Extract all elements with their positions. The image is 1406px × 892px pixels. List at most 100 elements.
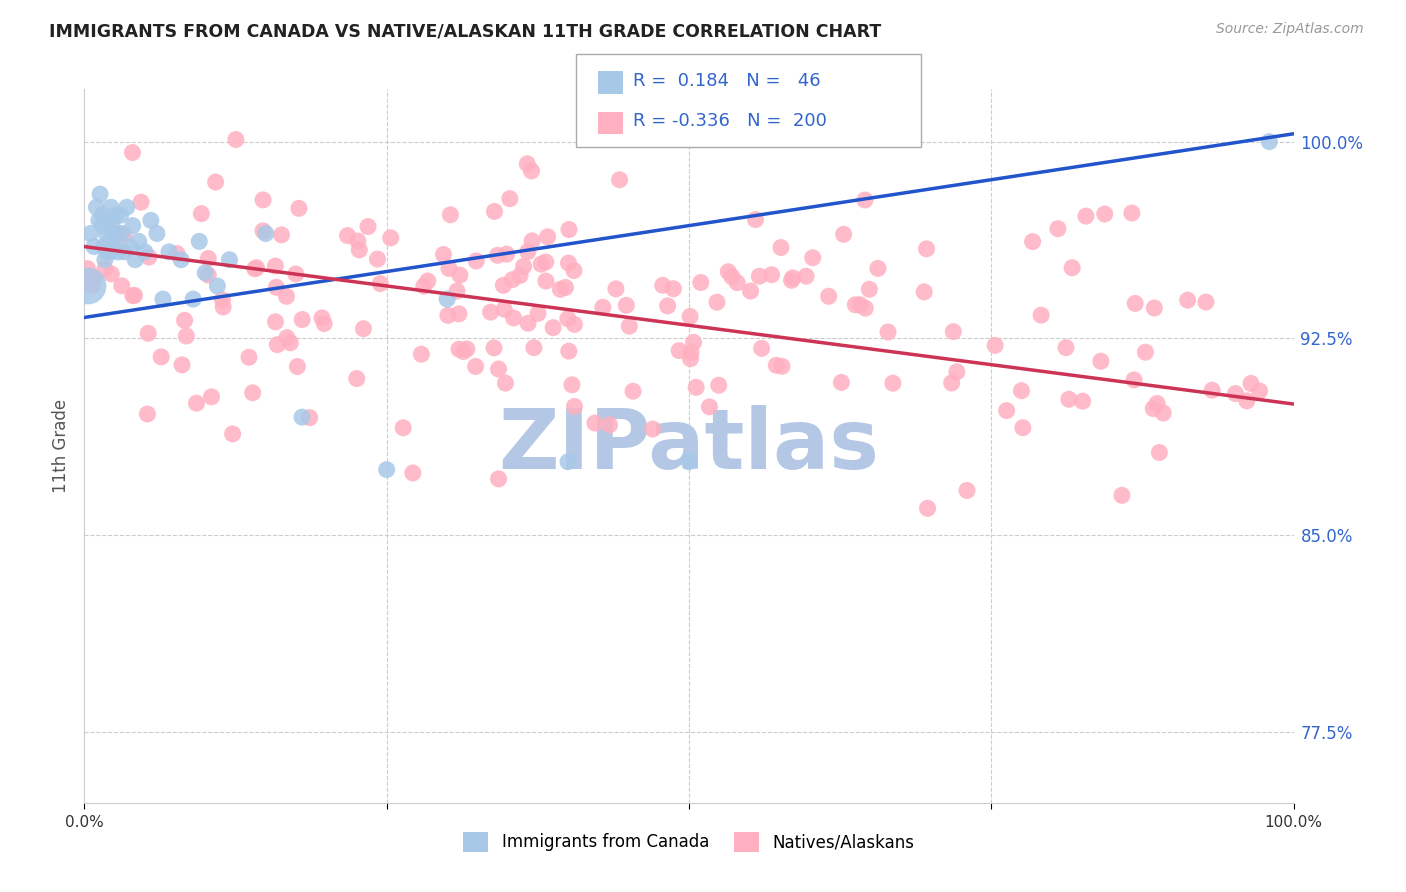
Point (98, 235, 121, 249)
Point (678, 455, 700, 469)
Point (557, 311, 579, 326)
Point (111, 278, 134, 293)
Point (166, 246, 188, 260)
Point (641, 422, 664, 436)
Point (447, 307, 470, 321)
Point (120, 239, 142, 253)
Point (502, 310, 524, 325)
Point (186, 396, 208, 410)
Point (941, 376, 963, 390)
Point (173, 313, 195, 327)
Point (516, 157, 538, 171)
Point (375, 462, 398, 476)
Point (336, 228, 359, 243)
Point (194, 266, 217, 280)
Point (517, 316, 540, 330)
Point (512, 260, 534, 274)
Point (170, 358, 193, 372)
Point (717, 265, 740, 279)
Point (1111, 488, 1133, 502)
Point (266, 280, 288, 294)
Point (744, 212, 766, 227)
Text: IMMIGRANTS FROM CANADA VS NATIVE/ALASKAN 11TH GRADE CORRELATION CHART: IMMIGRANTS FROM CANADA VS NATIVE/ALASKAN… (49, 22, 882, 40)
Point (200, 390, 222, 404)
Point (129, 195, 152, 210)
Point (346, 371, 368, 385)
Point (105, 227, 128, 241)
Point (740, 284, 762, 298)
Point (121, 145, 143, 160)
Point (101, 219, 124, 233)
Point (592, 301, 614, 315)
Point (412, 279, 434, 293)
Point (254, 227, 277, 241)
Point (801, 251, 824, 265)
Point (432, 247, 454, 261)
Point (534, 255, 557, 269)
Point (509, 268, 531, 283)
Point (769, 241, 792, 255)
Point (844, 298, 866, 312)
Point (128, 235, 150, 249)
Point (112, 244, 135, 259)
Point (136, 326, 159, 341)
Point (464, 359, 486, 374)
Point (100, 200, 122, 214)
Point (1090, 354, 1112, 368)
Point (136, 407, 159, 421)
Point (291, 410, 314, 425)
Point (94, 227, 117, 241)
Point (706, 295, 728, 310)
Point (564, 400, 586, 414)
Point (368, 277, 391, 291)
Point (1195, 295, 1218, 310)
Point (562, 263, 585, 277)
Point (866, 261, 889, 276)
Point (212, 300, 235, 314)
Point (76, 261, 98, 276)
Point (541, 320, 564, 334)
Text: ZIPatlas: ZIPatlas (499, 406, 879, 486)
Point (366, 252, 388, 266)
Point (1062, 260, 1084, 275)
Point (564, 318, 586, 332)
Point (91, 219, 114, 233)
Point (1146, 396, 1168, 410)
Point (1201, 384, 1223, 398)
Point (204, 175, 226, 189)
Point (245, 260, 267, 275)
Point (1177, 293, 1199, 308)
Point (657, 299, 679, 313)
Point (1046, 221, 1069, 235)
Point (765, 359, 787, 373)
Point (1094, 207, 1116, 221)
Point (486, 248, 509, 262)
Point (583, 416, 606, 430)
Point (181, 292, 204, 306)
Point (479, 305, 502, 319)
Point (402, 466, 425, 480)
Point (97, 213, 120, 227)
Point (411, 347, 433, 361)
Point (488, 362, 510, 376)
Point (284, 267, 307, 281)
Point (121, 288, 143, 302)
Point (501, 273, 523, 287)
Point (1258, 135, 1281, 149)
Point (152, 292, 174, 306)
Point (221, 426, 243, 441)
Point (287, 359, 309, 374)
Point (190, 207, 212, 221)
Point (495, 247, 517, 261)
Point (111, 227, 134, 241)
Point (94, 252, 117, 267)
Point (91, 208, 114, 222)
Point (707, 378, 730, 392)
Point (87, 213, 110, 227)
Point (780, 273, 803, 287)
Point (682, 335, 704, 350)
Point (465, 254, 488, 268)
Point (830, 376, 852, 390)
Point (456, 342, 478, 356)
Point (689, 276, 711, 290)
